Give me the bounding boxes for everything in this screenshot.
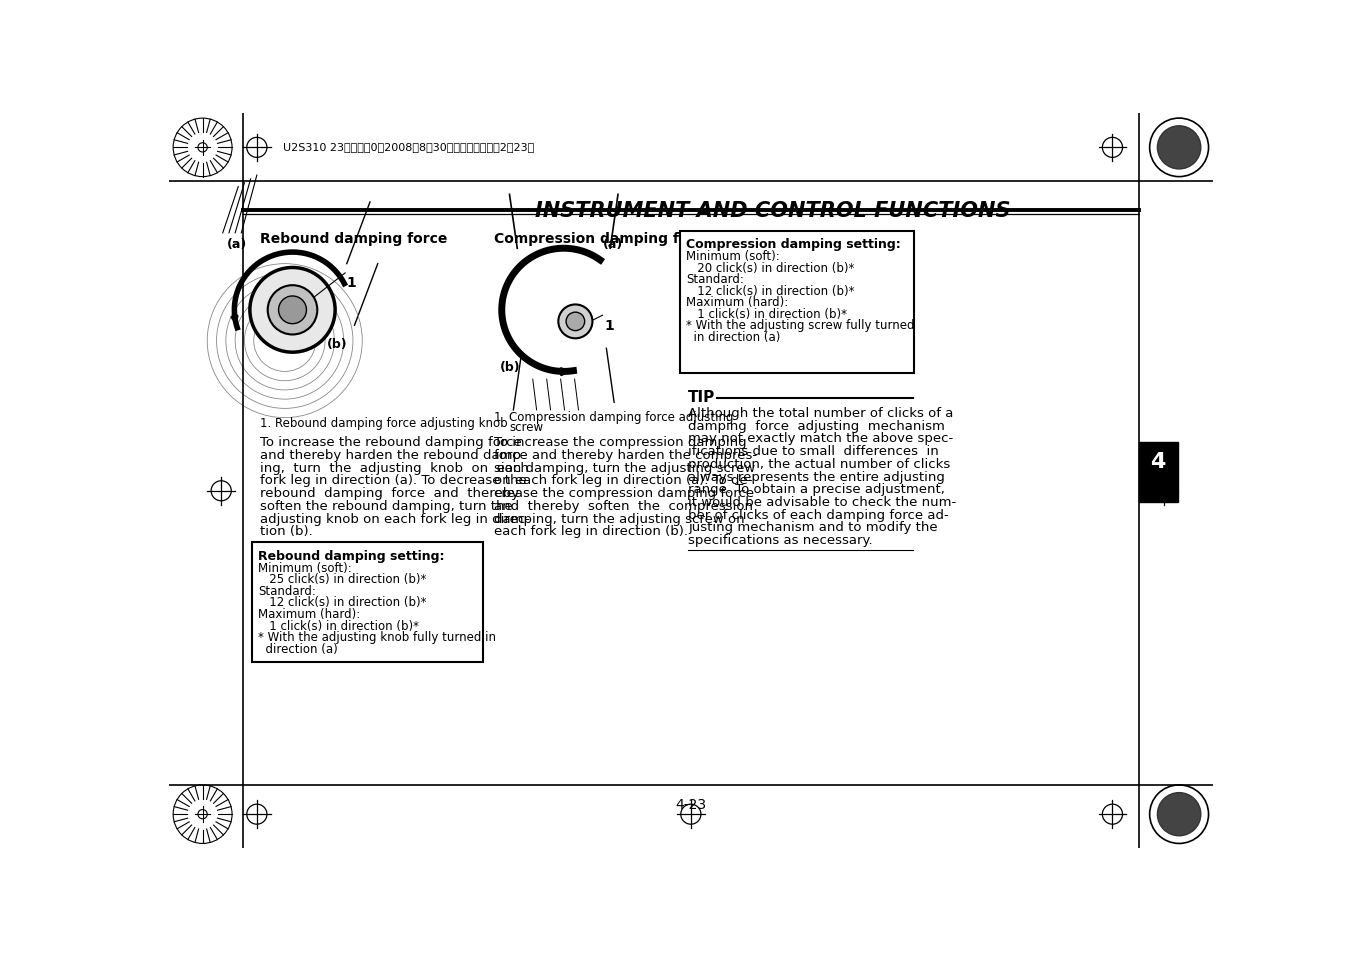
- Text: 4: 4: [1150, 452, 1166, 471]
- Circle shape: [268, 286, 317, 335]
- Text: * With the adjusting screw fully turned: * With the adjusting screw fully turned: [686, 319, 915, 332]
- Text: justing mechanism and to modify the: justing mechanism and to modify the: [687, 521, 937, 534]
- Text: Standard:: Standard:: [259, 584, 317, 598]
- Text: ifications due to small  differences  in: ifications due to small differences in: [687, 445, 938, 457]
- Text: screw: screw: [510, 420, 543, 434]
- Text: Minimum (soft):: Minimum (soft):: [259, 561, 352, 575]
- Text: Compression damping setting:: Compression damping setting:: [686, 237, 900, 251]
- Text: and thereby harden the rebound damp-: and thereby harden the rebound damp-: [260, 449, 526, 461]
- Text: each fork leg in direction (b).: each fork leg in direction (b).: [493, 525, 687, 537]
- Text: specifications as necessary.: specifications as necessary.: [687, 534, 872, 547]
- Text: soften the rebound damping, turn the: soften the rebound damping, turn the: [260, 499, 512, 513]
- Text: direction (a): direction (a): [259, 642, 338, 655]
- Bar: [1139, 443, 1178, 503]
- Text: ing,  turn  the  adjusting  knob  on  each: ing, turn the adjusting knob on each: [260, 461, 528, 475]
- Text: damping  force  adjusting  mechanism: damping force adjusting mechanism: [687, 419, 945, 433]
- Text: (a): (a): [226, 237, 247, 251]
- Text: may not exactly match the above spec-: may not exactly match the above spec-: [687, 432, 953, 445]
- Circle shape: [558, 305, 592, 339]
- Circle shape: [279, 296, 306, 324]
- Text: 1 click(s) in direction (b)*: 1 click(s) in direction (b)*: [686, 308, 847, 320]
- Text: force and thereby harden the compres-: force and thereby harden the compres-: [493, 449, 758, 461]
- Circle shape: [1158, 127, 1201, 170]
- Text: 25 click(s) in direction (b)*: 25 click(s) in direction (b)*: [259, 573, 427, 586]
- Text: (a): (a): [603, 237, 623, 251]
- Text: (b): (b): [500, 360, 520, 374]
- Text: 1: 1: [604, 318, 613, 333]
- Bar: [252, 543, 483, 662]
- Text: TIP: TIP: [687, 390, 714, 405]
- Text: 4-23: 4-23: [675, 798, 706, 811]
- Text: 1: 1: [346, 275, 356, 290]
- Text: Maximum (hard):: Maximum (hard):: [259, 607, 361, 620]
- Text: Compression damping force: Compression damping force: [493, 232, 713, 245]
- Circle shape: [249, 268, 336, 353]
- Text: crease the compression damping force: crease the compression damping force: [493, 487, 754, 499]
- Text: * With the adjusting knob fully turned in: * With the adjusting knob fully turned i…: [259, 631, 496, 643]
- Text: Minimum (soft):: Minimum (soft):: [686, 250, 780, 263]
- Text: 1. Compression damping force adjusting: 1. Compression damping force adjusting: [493, 411, 733, 423]
- Text: (b): (b): [328, 337, 348, 351]
- Text: range. To obtain a precise adjustment,: range. To obtain a precise adjustment,: [687, 483, 945, 496]
- Text: sion damping, turn the adjusting screw: sion damping, turn the adjusting screw: [493, 461, 755, 475]
- Text: Although the total number of clicks of a: Although the total number of clicks of a: [687, 407, 953, 419]
- Text: 12 click(s) in direction (b)*: 12 click(s) in direction (b)*: [259, 596, 427, 609]
- Text: rebound  damping  force  and  thereby: rebound damping force and thereby: [260, 487, 519, 499]
- Text: Standard:: Standard:: [686, 273, 744, 286]
- Text: and  thereby  soften  the  compression: and thereby soften the compression: [493, 499, 754, 513]
- Text: in direction (a): in direction (a): [686, 331, 780, 343]
- Text: on each fork leg in direction (a). To de-: on each fork leg in direction (a). To de…: [493, 474, 752, 487]
- Text: 20 click(s) in direction (b)*: 20 click(s) in direction (b)*: [686, 261, 855, 274]
- Text: Maximum (hard):: Maximum (hard):: [686, 295, 789, 309]
- Text: U2S310 23ページ　0　2008年8月30日　土曜日　午後2時23分: U2S310 23ページ 0 2008年8月30日 土曜日 午後2時23分: [283, 142, 534, 152]
- Text: INSTRUMENT AND CONTROL FUNCTIONS: INSTRUMENT AND CONTROL FUNCTIONS: [535, 200, 1011, 220]
- Text: ber of clicks of each damping force ad-: ber of clicks of each damping force ad-: [687, 508, 949, 521]
- Text: 1. Rebound damping force adjusting knob: 1. Rebound damping force adjusting knob: [260, 416, 508, 430]
- Text: always represents the entire adjusting: always represents the entire adjusting: [687, 470, 945, 483]
- Text: tion (b).: tion (b).: [260, 525, 313, 537]
- Text: it would be advisable to check the num-: it would be advisable to check the num-: [687, 496, 956, 509]
- Text: Rebound damping setting:: Rebound damping setting:: [259, 549, 445, 562]
- Text: damping, turn the adjusting screw on: damping, turn the adjusting screw on: [493, 512, 744, 525]
- Text: production, the actual number of clicks: production, the actual number of clicks: [687, 457, 950, 471]
- Text: To increase the rebound damping force: To increase the rebound damping force: [260, 436, 522, 449]
- Text: adjusting knob on each fork leg in direc-: adjusting knob on each fork leg in direc…: [260, 512, 530, 525]
- Text: 1 click(s) in direction (b)*: 1 click(s) in direction (b)*: [259, 618, 419, 632]
- Text: To increase the compression damping: To increase the compression damping: [493, 436, 747, 449]
- Circle shape: [566, 313, 585, 332]
- Circle shape: [1158, 793, 1201, 836]
- Text: 12 click(s) in direction (b)*: 12 click(s) in direction (b)*: [686, 284, 855, 297]
- Bar: [679, 232, 914, 374]
- Text: Rebound damping force: Rebound damping force: [260, 232, 448, 245]
- Text: fork leg in direction (a). To decrease the: fork leg in direction (a). To decrease t…: [260, 474, 527, 487]
